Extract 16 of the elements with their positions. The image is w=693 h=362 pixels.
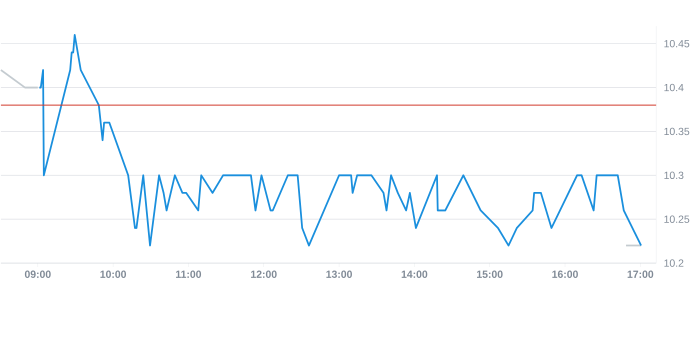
y-tick-label: 10.3 [664, 171, 684, 179]
x-tick-label: 17:00 [628, 270, 654, 278]
y-tick-label: 10.2 [664, 259, 684, 267]
y-tick-label: 10.4 [664, 84, 684, 92]
y-tick-label: 10.45 [664, 40, 690, 48]
x-tick-label: 12:00 [251, 270, 277, 278]
line-series [38, 34, 642, 246]
x-tick-label: 15:00 [477, 270, 503, 278]
x-tick-label: 10:00 [100, 270, 126, 278]
y-tick-label: 10.25 [664, 215, 690, 223]
x-tick-label: 11:00 [176, 270, 202, 278]
x-tick-label: 14:00 [402, 270, 428, 278]
x-tick-label: 16:00 [552, 270, 578, 278]
x-tick-label: 13:00 [326, 270, 352, 278]
y-tick-label: 10.35 [664, 128, 690, 135]
x-tick-label: 09:00 [24, 270, 51, 278]
